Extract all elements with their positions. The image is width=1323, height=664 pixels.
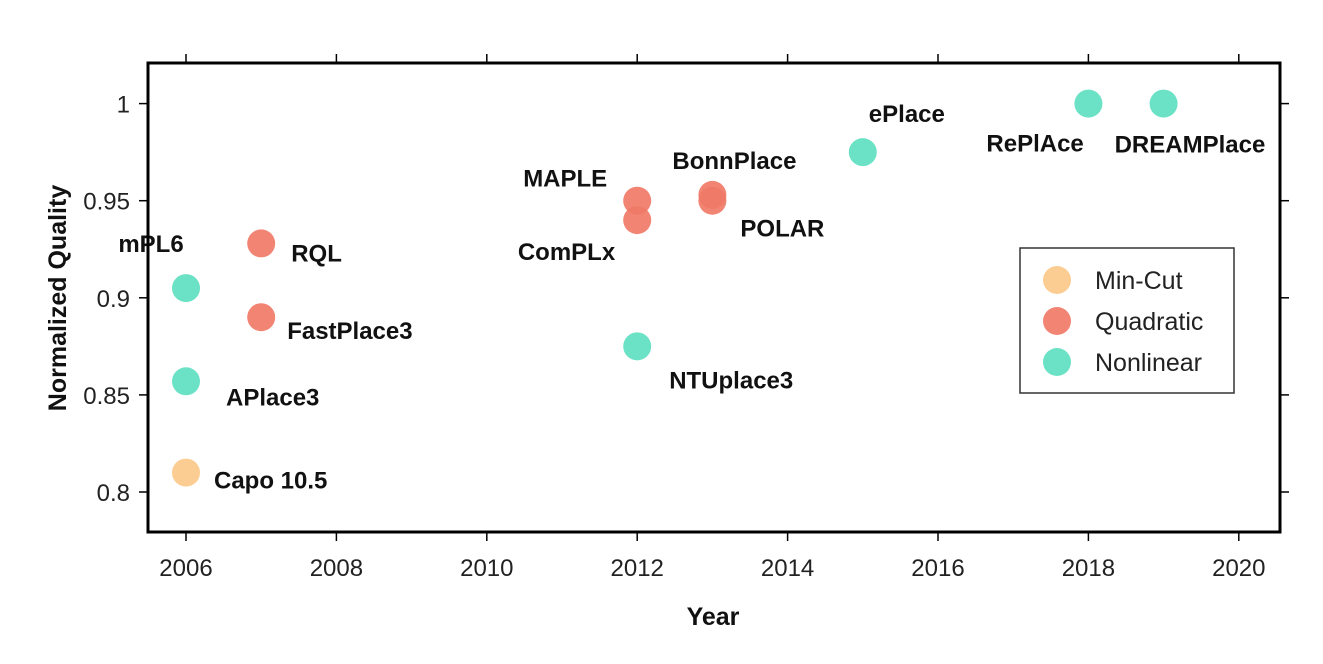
data-points	[172, 89, 1178, 487]
point-fastplace3	[247, 303, 276, 332]
y-tick-label: 0.95	[83, 189, 130, 216]
x-tick-label: 2020	[1212, 555, 1265, 582]
point-dreamplace	[1149, 89, 1178, 118]
point-labels: Capo 10.5 RQL FastPlace3 MAPLE ComPLx BonnPla…	[118, 101, 1265, 494]
point-maple	[623, 186, 652, 215]
x-tick-label: 2018	[1062, 555, 1115, 582]
x-tick-label: 2014	[761, 555, 814, 582]
point-label: BonnPlace	[672, 148, 796, 175]
legend-label: Quadratic	[1095, 308, 1203, 336]
legend-label: Nonlinear	[1095, 349, 1202, 377]
point-ntuplace3	[623, 332, 652, 361]
y-tick-label: 0.85	[83, 383, 130, 410]
y-tick-label: 0.9	[97, 286, 130, 313]
plot-frame	[146, 61, 1282, 534]
point-replace	[1074, 89, 1103, 118]
point-label: mPL6	[118, 231, 183, 258]
point-complx	[623, 206, 652, 235]
legend-label: Min-Cut	[1095, 267, 1183, 295]
x-tick-label: 2016	[911, 555, 964, 582]
point-mpl6	[172, 274, 200, 303]
legend-marker	[1043, 348, 1071, 376]
point-label: FastPlace3	[287, 318, 412, 345]
point-label: RQL	[291, 240, 342, 267]
x-tick-label: 2006	[159, 555, 212, 582]
point-label: DREAMPlace	[1115, 132, 1266, 159]
point-rql	[247, 229, 276, 258]
point-label: ePlace	[869, 101, 945, 128]
legend-marker	[1043, 266, 1071, 294]
legend: Min-Cut Quadratic Nonlinear	[1019, 247, 1235, 394]
point-eplace	[848, 138, 877, 167]
point-label: POLAR	[740, 216, 824, 243]
point-label: APlace3	[226, 384, 319, 411]
x-axis-title: Year	[687, 603, 740, 631]
y-axis-title: Normalized Quality	[44, 185, 72, 412]
x-tick-label: 2012	[611, 555, 664, 582]
point-aplace3	[172, 367, 200, 396]
y-tick-label: 0.8	[97, 480, 130, 507]
y-tick-label: 1	[117, 92, 130, 119]
point-label: NTUplace3	[669, 367, 793, 394]
point-label: RePlAce	[986, 131, 1083, 158]
point-label: ComPLx	[518, 239, 616, 266]
x-tick-label: 2010	[460, 555, 513, 582]
axis-ticks: 2006 2008 2010 2012 2014 2016 2018 2020 0.8 0.85 0…	[83, 54, 1289, 582]
x-tick-label: 2008	[310, 555, 363, 582]
point-label: MAPLE	[523, 166, 607, 193]
legend-marker	[1043, 307, 1071, 335]
point-capo-10-5	[172, 458, 200, 487]
point-polar	[698, 186, 727, 215]
point-label: Capo 10.5	[214, 468, 327, 495]
